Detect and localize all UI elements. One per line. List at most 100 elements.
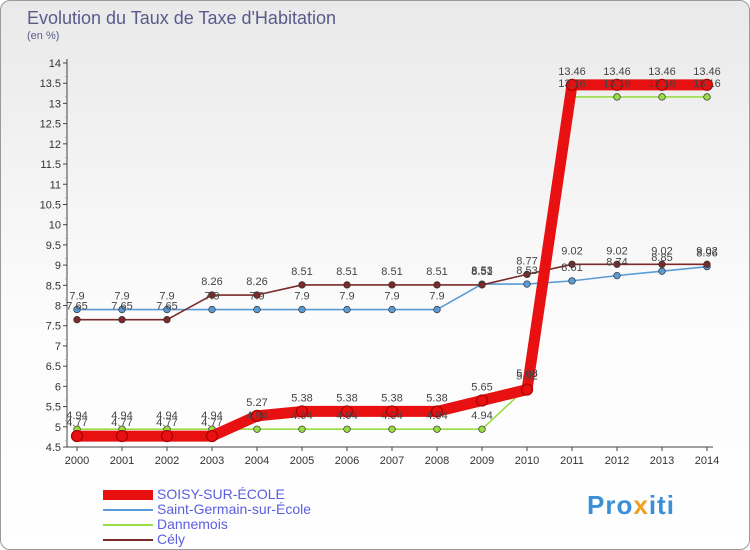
data-point <box>298 281 306 289</box>
data-label: 7.9 <box>294 291 309 303</box>
data-point <box>385 405 399 418</box>
legend-item: Dannemois <box>103 517 311 532</box>
data-label: 4.77 <box>156 417 177 429</box>
data-label: 7.65 <box>156 301 177 313</box>
data-point <box>613 271 621 280</box>
data-label: 4.94 <box>381 410 402 422</box>
data-point <box>478 425 486 433</box>
data-label: 13.16 <box>648 78 676 90</box>
data-label: 8.26 <box>201 276 222 288</box>
data-point <box>703 260 711 268</box>
data-label: 7.9 <box>339 291 354 303</box>
y-tick-label: 13.5 <box>40 78 61 90</box>
data-label: 4.94 <box>426 410 447 422</box>
x-tick-label: 2005 <box>290 455 314 467</box>
data-label: 5.38 <box>336 392 357 404</box>
data-label: 5.38 <box>426 392 447 404</box>
data-point <box>163 316 171 324</box>
y-tick-label: 11 <box>50 179 61 191</box>
y-tick-label: 13 <box>49 98 61 110</box>
data-label: 4.94 <box>471 410 492 422</box>
y-tick-label: 5 <box>55 422 61 434</box>
y-tick-label: 10 <box>49 220 61 232</box>
data-point <box>658 93 666 101</box>
data-point <box>613 93 621 101</box>
data-label: 4.77 <box>66 417 87 429</box>
x-tick-label: 2000 <box>65 455 89 467</box>
legend-item: Cély <box>103 532 311 547</box>
data-label: 4.94 <box>246 410 267 422</box>
data-point <box>208 305 216 314</box>
data-point <box>388 305 396 314</box>
x-tick-label: 2003 <box>200 455 224 467</box>
data-label: 7.9 <box>114 291 129 303</box>
proxiti-logo: Proxiti <box>587 490 675 521</box>
data-label: 5.38 <box>291 392 312 404</box>
data-point <box>118 316 126 324</box>
data-point <box>478 281 486 289</box>
data-point <box>568 277 576 285</box>
legend: SOISY-SUR-ÉCOLE Saint-Germain-sur-École Da… <box>103 487 311 547</box>
y-tick-label: 12.5 <box>40 119 61 131</box>
x-tick-label: 2004 <box>245 455 269 467</box>
data-point <box>520 383 534 396</box>
data-point <box>658 260 666 268</box>
data-point <box>70 429 84 443</box>
data-label: 8.74 <box>606 257 627 269</box>
x-tick-label: 2006 <box>335 455 359 467</box>
data-point <box>568 260 576 268</box>
data-label: 7.9 <box>69 291 84 303</box>
logo-part: iti <box>648 490 675 520</box>
data-label: 13.46 <box>693 66 721 78</box>
data-point <box>475 394 489 407</box>
legend-label: Dannemois <box>157 516 228 532</box>
data-label: 4.77 <box>201 417 222 429</box>
chart-subtitle: (en %) <box>27 30 60 42</box>
data-label: 8.85 <box>651 252 672 264</box>
x-tick-label: 2001 <box>110 455 134 467</box>
data-label: 5.92 <box>516 371 537 383</box>
data-point <box>115 429 129 443</box>
data-label: 8.51 <box>291 266 312 278</box>
data-label: 8.96 <box>696 248 717 260</box>
x-tick-label: 2009 <box>470 455 494 467</box>
y-tick-label: 7.5 <box>46 321 61 333</box>
y-tick-label: 7 <box>55 341 61 353</box>
data-label: 13.46 <box>603 66 631 78</box>
y-tick-label: 4.5 <box>46 442 61 454</box>
legend-label: Cély <box>157 531 186 547</box>
data-point <box>298 425 306 433</box>
data-label: 5.65 <box>471 382 492 394</box>
data-point <box>118 305 126 314</box>
data-label: 4.94 <box>291 410 312 422</box>
data-point <box>253 291 261 299</box>
data-point <box>343 281 351 289</box>
data-point <box>433 425 441 433</box>
data-label: 4.94 <box>156 410 177 422</box>
logo-part: Pro <box>587 490 634 520</box>
legend-item: SOISY-SUR-ÉCOLE <box>103 487 311 502</box>
data-label: 8.51 <box>336 266 357 278</box>
data-label: 8.53 <box>471 265 492 277</box>
data-point <box>253 305 261 314</box>
data-label: 7.9 <box>159 291 174 303</box>
y-tick-label: 14 <box>49 58 61 70</box>
legend-swatch <box>103 508 153 511</box>
data-point <box>250 409 264 422</box>
y-tick-label: 6 <box>55 381 61 393</box>
data-point <box>430 405 444 418</box>
y-tick-label: 12 <box>49 139 61 151</box>
y-tick-label: 8 <box>55 301 61 313</box>
data-label: 7.9 <box>429 291 444 303</box>
data-label: 4.94 <box>111 410 132 422</box>
legend-label: Saint-Germain-sur-École <box>157 501 312 517</box>
y-tick-label: 5.5 <box>46 402 61 414</box>
data-point <box>388 425 396 433</box>
legend-item: Saint-Germain-sur-École <box>103 502 311 517</box>
data-label: 7.9 <box>249 291 264 303</box>
y-tick-label: 9 <box>55 260 61 272</box>
data-label: 5.38 <box>381 392 402 404</box>
y-tick-label: 6.5 <box>46 361 61 373</box>
data-point <box>343 305 351 314</box>
